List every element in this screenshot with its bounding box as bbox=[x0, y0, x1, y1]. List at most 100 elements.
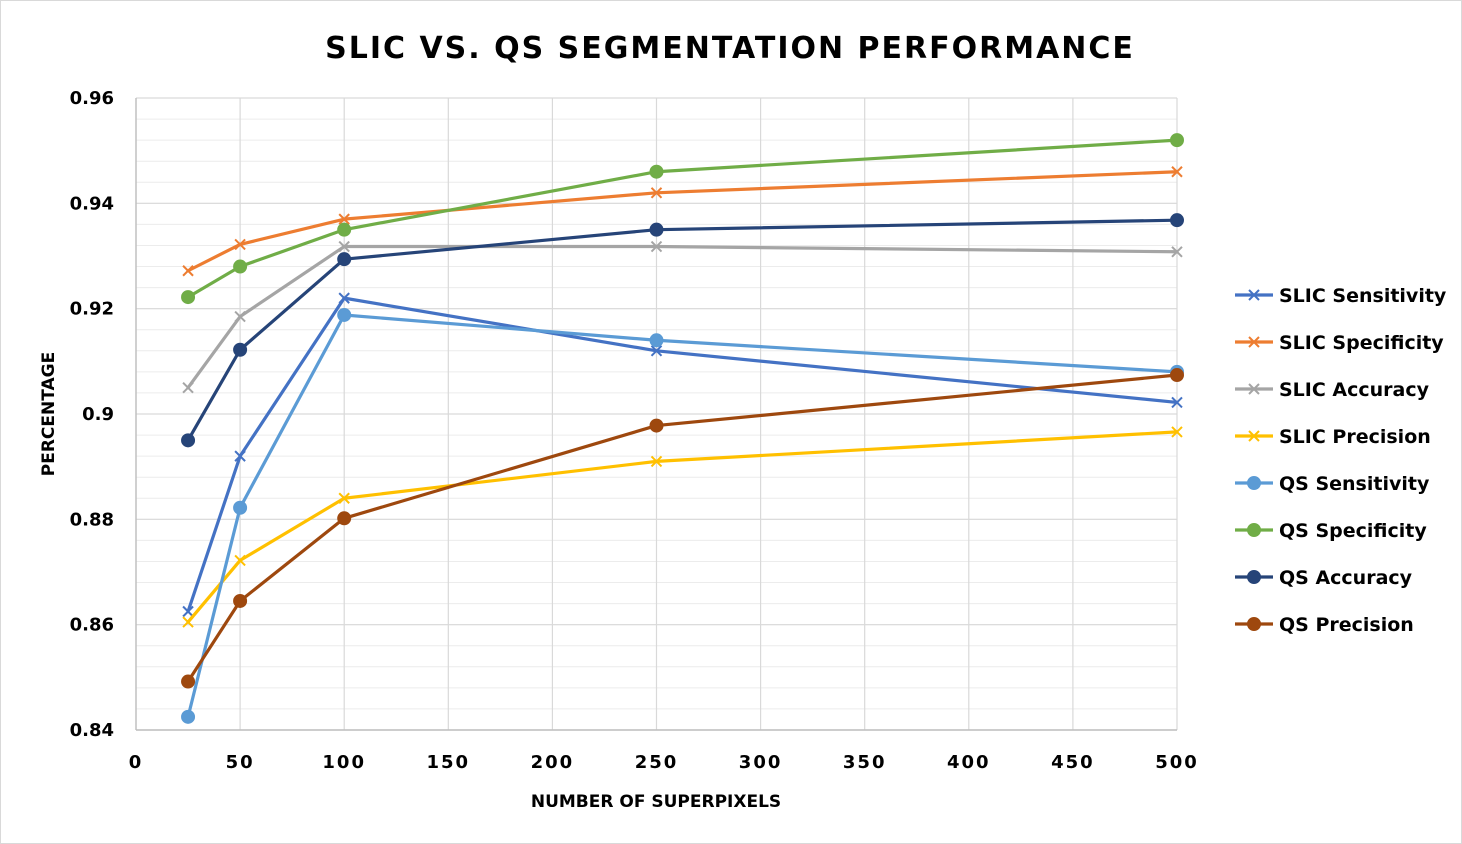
data-point-qs-sensitivity bbox=[649, 333, 664, 348]
data-point-qs-accuracy bbox=[649, 222, 664, 237]
data-point-qs-precision bbox=[233, 593, 248, 608]
legend-label: QS Precision bbox=[1279, 614, 1414, 636]
legend: SLIC Sensitivity SLIC Specificity SLIC Acc… bbox=[1235, 285, 1447, 636]
data-point-slic-precision bbox=[1171, 426, 1183, 438]
data-point-slic-specificity bbox=[234, 238, 246, 251]
legend-label: QS Sensitivity bbox=[1279, 473, 1430, 495]
x-tick-label: 0 bbox=[129, 752, 144, 773]
data-point-qs-accuracy bbox=[1170, 213, 1184, 228]
legend-item-slic-specificity: SLIC Specificity bbox=[1235, 332, 1444, 354]
y-tick-label: 0.96 bbox=[70, 88, 114, 109]
legend-item-qs-sensitivity: QS Sensitivity bbox=[1235, 473, 1430, 495]
data-point-slic-specificity bbox=[182, 265, 194, 277]
data-point-qs-precision bbox=[649, 418, 664, 433]
series-line-qs-sensitivity bbox=[186, 313, 1179, 719]
data-point-qs-accuracy bbox=[337, 252, 352, 267]
legend-marker bbox=[1248, 289, 1260, 301]
x-tick-label: 100 bbox=[322, 752, 366, 773]
x-tick-label: 400 bbox=[947, 752, 991, 773]
y-tick-label: 0.9 bbox=[82, 404, 114, 425]
series-line-slic-specificity bbox=[186, 170, 1179, 273]
x-tick-label: 150 bbox=[427, 752, 471, 773]
series-line-slic-precision bbox=[186, 430, 1179, 624]
x-axis-ticks: 0 50 100 150 200 250 300 350 400 450 500 bbox=[129, 752, 1199, 773]
legend-item-slic-precision: SLIC Precision bbox=[1235, 426, 1431, 448]
legend-marker bbox=[1247, 476, 1261, 490]
data-point-slic-specificity bbox=[1171, 166, 1183, 178]
legend-label: SLIC Specificity bbox=[1279, 332, 1444, 354]
data-point-qs-sensitivity bbox=[233, 500, 248, 515]
y-tick-label: 0.94 bbox=[70, 193, 114, 214]
legend-item-qs-specificity: QS Specificity bbox=[1235, 520, 1427, 542]
y-axis-title: PERCENTAGE bbox=[39, 352, 59, 476]
data-point-slic-precision bbox=[650, 455, 663, 468]
data-point-slic-accuracy bbox=[650, 240, 663, 253]
data-point-qs-accuracy bbox=[233, 342, 248, 357]
legend-marker bbox=[1247, 617, 1261, 631]
series-line-slic-sensitivity bbox=[186, 296, 1179, 614]
data-point-slic-precision bbox=[338, 492, 350, 504]
legend-item-qs-accuracy: QS Accuracy bbox=[1235, 567, 1413, 589]
series-slic-sensitivity bbox=[182, 292, 1183, 618]
series-qs-precision bbox=[181, 368, 1184, 689]
data-point-qs-precision bbox=[181, 674, 196, 689]
data-point-qs-specificity bbox=[181, 290, 196, 305]
legend-marker bbox=[1247, 523, 1261, 537]
data-point-slic-precision bbox=[182, 616, 194, 628]
legend-item-slic-sensitivity: SLIC Sensitivity bbox=[1235, 285, 1447, 307]
data-point-qs-precision bbox=[1170, 368, 1184, 383]
data-point-slic-accuracy bbox=[182, 381, 194, 394]
series-line-qs-specificity bbox=[186, 138, 1179, 299]
series-slic-accuracy bbox=[182, 240, 1183, 394]
legend-marker bbox=[1248, 336, 1260, 348]
data-point-qs-specificity bbox=[1170, 133, 1184, 148]
series-qs-accuracy bbox=[181, 213, 1184, 448]
data-point-qs-specificity bbox=[233, 259, 248, 274]
x-tick-label: 500 bbox=[1155, 752, 1199, 773]
data-point-slic-sensitivity bbox=[182, 605, 194, 618]
legend-label: SLIC Precision bbox=[1279, 426, 1431, 448]
y-axis-ticks: 0.84 0.86 0.88 0.9 0.92 0.94 0.96 bbox=[70, 88, 114, 741]
series-slic-specificity bbox=[182, 166, 1183, 277]
y-tick-label: 0.84 bbox=[70, 720, 114, 741]
series-qs-sensitivity bbox=[181, 307, 1184, 724]
data-point-slic-sensitivity bbox=[650, 345, 663, 357]
legend-label: SLIC Sensitivity bbox=[1279, 285, 1447, 307]
data-point-slic-accuracy bbox=[338, 240, 350, 253]
x-tick-label: 250 bbox=[635, 752, 679, 773]
data-point-slic-sensitivity bbox=[234, 450, 246, 462]
data-point-qs-sensitivity bbox=[181, 709, 196, 724]
x-tick-label: 50 bbox=[226, 752, 255, 773]
y-tick-label: 0.92 bbox=[70, 299, 114, 320]
legend-item-qs-precision: QS Precision bbox=[1235, 614, 1414, 636]
data-point-slic-sensitivity bbox=[1171, 396, 1183, 409]
legend-label: QS Accuracy bbox=[1279, 567, 1413, 589]
x-tick-label: 200 bbox=[531, 752, 575, 773]
data-point-slic-accuracy bbox=[1171, 246, 1183, 258]
legend-marker bbox=[1247, 570, 1261, 584]
data-point-qs-specificity bbox=[337, 222, 352, 237]
data-point-slic-specificity bbox=[650, 187, 663, 199]
data-point-qs-precision bbox=[337, 511, 352, 526]
data-point-slic-sensitivity bbox=[338, 292, 350, 304]
data-point-qs-sensitivity bbox=[337, 307, 352, 322]
data-point-slic-precision bbox=[234, 554, 246, 567]
chart-title: SLIC VS. QS SEGMENTATION PERFORMANCE bbox=[325, 31, 1135, 66]
y-tick-label: 0.86 bbox=[70, 615, 114, 636]
legend-label: SLIC Accuracy bbox=[1279, 379, 1430, 401]
data-point-slic-specificity bbox=[338, 213, 350, 225]
x-axis-title: NUMBER OF SUPERPIXELS bbox=[531, 792, 781, 812]
legend-item-slic-accuracy: SLIC Accuracy bbox=[1235, 379, 1430, 401]
data-point-slic-accuracy bbox=[234, 310, 246, 323]
legend-label: QS Specificity bbox=[1279, 520, 1427, 542]
legend-marker bbox=[1248, 430, 1260, 442]
axes bbox=[135, 98, 1177, 731]
series-lines bbox=[181, 133, 1184, 724]
legend-marker bbox=[1248, 383, 1260, 395]
y-tick-label: 0.88 bbox=[70, 509, 114, 530]
series-qs-specificity bbox=[181, 133, 1184, 305]
x-tick-label: 350 bbox=[843, 752, 887, 773]
data-point-qs-specificity bbox=[649, 164, 664, 179]
